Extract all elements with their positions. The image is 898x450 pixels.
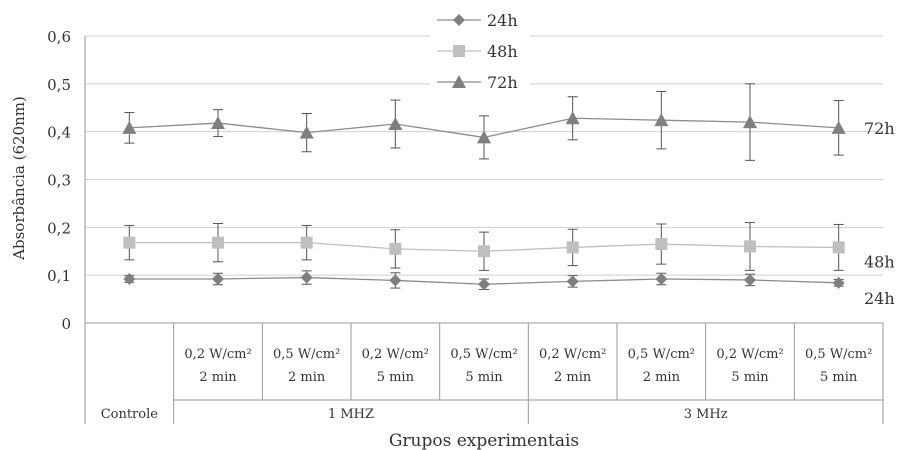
y-tick-labels: 0 0,1 0,2 0,3 0,4 0,5 0,6 xyxy=(47,28,71,333)
group-label-1mhz: 1 MHZ xyxy=(328,407,374,422)
y-tick-label: 0,1 xyxy=(47,267,71,285)
data-point xyxy=(389,274,402,287)
category-time-label: 5 min xyxy=(820,370,858,385)
legend-marker xyxy=(453,14,465,26)
data-point xyxy=(832,276,845,289)
category-power-label: 0,2 W/cm² xyxy=(539,347,606,362)
category-power-label: 0,5 W/cm² xyxy=(273,347,340,362)
category-power-label: 0,5 W/cm² xyxy=(450,347,517,362)
data-point xyxy=(743,115,757,129)
y-tick-label: 0,4 xyxy=(47,124,71,142)
data-point xyxy=(565,111,580,125)
x-axis-label: Grupos experimentais xyxy=(389,431,579,450)
category-time-label: 2 min xyxy=(554,370,592,385)
category-time-label: 2 min xyxy=(643,370,681,385)
category-time-label: 5 min xyxy=(465,370,503,385)
data-point xyxy=(300,271,313,284)
data-point xyxy=(655,272,668,285)
data-point xyxy=(212,272,224,285)
y-tick-label: 0,2 xyxy=(47,219,71,237)
data-point xyxy=(299,125,314,139)
series-end-label: 24h xyxy=(864,289,895,308)
series-48h xyxy=(123,222,845,271)
data-point xyxy=(831,120,846,134)
y-tick-label: 0,5 xyxy=(47,76,71,94)
data-point xyxy=(655,238,668,251)
category-time-label: 2 min xyxy=(288,370,326,385)
series-24h xyxy=(123,270,845,291)
y-tick-label: 0,6 xyxy=(47,28,71,46)
legend-entry: 24h xyxy=(487,11,518,30)
series-end-label: 48h xyxy=(864,252,895,271)
series-end-label: 72h xyxy=(864,119,895,138)
data-point xyxy=(478,278,490,291)
data-point xyxy=(123,236,136,249)
category-power-label: 0,5 W/cm² xyxy=(628,347,695,362)
category-power-label: 0,2 W/cm² xyxy=(184,347,251,362)
series-end-labels: 24h 48h 72h xyxy=(864,119,895,308)
group-label-control: Controle xyxy=(101,407,159,422)
data-point xyxy=(477,130,491,144)
data-point xyxy=(212,236,224,249)
legend-marker xyxy=(453,45,465,57)
series-72h xyxy=(122,83,846,161)
data-point xyxy=(122,120,137,134)
data-point xyxy=(211,116,225,130)
legend-entry: 48h xyxy=(487,42,518,61)
y-tick-label: 0,3 xyxy=(47,172,71,190)
data-point xyxy=(566,275,579,288)
axes xyxy=(84,36,884,424)
category-power-label: 0,2 W/cm² xyxy=(716,347,783,362)
data-point xyxy=(300,236,313,249)
category-time-label: 5 min xyxy=(731,370,769,385)
category-table: 0,2 W/cm² 2 min 0,5 W/cm² 2 min 0,2 W/cm² 5 m… xyxy=(101,347,873,422)
legend: 24h 48h 72h xyxy=(430,4,530,96)
y-axis-label: Absorbância (620nm) xyxy=(10,96,28,261)
category-power-label: 0,2 W/cm² xyxy=(362,347,429,362)
group-label-3mhz: 3 MHz xyxy=(684,407,728,422)
data-point xyxy=(566,241,579,254)
data-point xyxy=(654,113,669,127)
data-point xyxy=(832,241,845,254)
data-point xyxy=(389,242,402,255)
data-point xyxy=(123,272,136,285)
data-point xyxy=(478,245,490,258)
legend-entry: 72h xyxy=(487,73,518,92)
category-time-label: 5 min xyxy=(377,370,415,385)
data-point xyxy=(744,273,756,286)
category-power-label: 0,5 W/cm² xyxy=(805,347,872,362)
data-point xyxy=(744,240,756,253)
y-tick-label: 0 xyxy=(61,315,71,333)
legend-marker xyxy=(452,75,466,88)
series xyxy=(122,83,846,291)
legend-background xyxy=(430,4,530,96)
category-time-label: 2 min xyxy=(199,370,237,385)
data-point xyxy=(388,117,403,131)
